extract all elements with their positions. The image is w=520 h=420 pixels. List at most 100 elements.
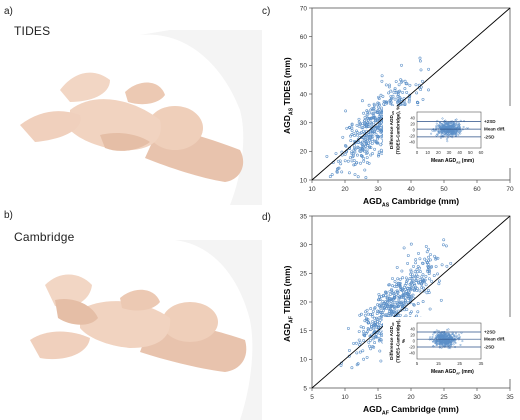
data-point (325, 154, 329, 158)
inset-data-point (436, 340, 439, 342)
data-point (373, 110, 377, 114)
data-point (391, 277, 394, 280)
data-point (335, 170, 339, 174)
inset-data-point (435, 126, 438, 129)
data-point (357, 330, 361, 333)
data-point (416, 302, 420, 306)
data-point (387, 91, 391, 95)
data-point (376, 154, 380, 158)
inset-data-point (439, 121, 442, 124)
baby-arm (120, 289, 160, 311)
inset-data-point (459, 132, 462, 135)
y-tick-label: 20 (300, 149, 308, 156)
data-point (380, 106, 383, 110)
data-point (378, 331, 381, 335)
data-point (378, 103, 382, 107)
data-point (418, 59, 422, 63)
data-point (385, 296, 389, 300)
data-point (380, 151, 384, 155)
data-point (415, 268, 419, 272)
baby-torso (80, 301, 171, 348)
inset-data-point (440, 130, 443, 133)
inset-x-tick-label: 15 (436, 361, 441, 366)
data-point (403, 283, 407, 287)
data-point (381, 94, 385, 98)
inset-data-point (454, 131, 457, 134)
data-point (390, 311, 394, 315)
data-point (377, 298, 381, 302)
data-point (449, 261, 453, 265)
data-point (401, 293, 405, 297)
data-point (364, 316, 368, 320)
data-point (413, 275, 417, 278)
data-point (346, 159, 350, 163)
data-point (375, 312, 379, 316)
data-point (442, 238, 446, 242)
data-point (395, 304, 399, 308)
data-point (366, 327, 370, 331)
data-point (352, 163, 356, 167)
data-point (383, 306, 387, 310)
inset-frame (416, 322, 482, 360)
data-point (427, 255, 431, 259)
inset-data-point (442, 333, 445, 336)
adult-arm (140, 323, 247, 372)
baby-head (162, 302, 218, 342)
data-point (370, 312, 374, 316)
data-point (381, 309, 385, 313)
data-point (409, 242, 413, 246)
data-point (445, 264, 449, 268)
data-point (374, 118, 378, 122)
inset-data-point (455, 133, 458, 136)
x-tick-label: 20 (341, 186, 349, 193)
inset-data-point (433, 130, 436, 133)
data-point (427, 67, 431, 71)
method-label-cambridge: Cambridge (14, 230, 75, 244)
inset-data-point (462, 126, 465, 128)
inset-data-point (447, 123, 450, 125)
data-point (422, 278, 426, 282)
data-point (427, 291, 431, 295)
data-point (384, 302, 388, 306)
inset-y-tick-label: -20 (409, 345, 416, 350)
inset-data-point (459, 343, 462, 346)
inset-data-point (436, 336, 439, 339)
data-point (340, 170, 344, 174)
data-point (365, 319, 369, 323)
data-point (379, 311, 383, 315)
data-point (367, 103, 371, 107)
inset-data-point (443, 133, 445, 135)
data-point (434, 256, 438, 260)
data-point (384, 290, 388, 294)
data-point (379, 315, 383, 319)
y-tick-label: 20 (300, 299, 308, 306)
data-point (419, 88, 423, 91)
data-point (384, 83, 388, 87)
data-point (392, 295, 396, 299)
data-point (376, 128, 380, 132)
data-point (397, 83, 401, 87)
inset-data-point (458, 123, 461, 126)
data-point (417, 251, 420, 255)
data-point (436, 256, 440, 260)
inset-data-point (449, 130, 452, 133)
inset-data-point (456, 124, 459, 127)
data-point (427, 270, 431, 274)
data-point (403, 298, 407, 302)
data-point (371, 112, 375, 116)
data-point (415, 91, 419, 95)
data-point (396, 93, 400, 97)
data-point (371, 135, 375, 138)
x-tick-label: 20 (407, 394, 415, 401)
data-point (408, 83, 412, 87)
data-point (425, 261, 429, 265)
data-point (358, 313, 362, 317)
data-point (398, 295, 402, 299)
data-point (378, 349, 382, 353)
data-point (391, 284, 394, 288)
data-point (415, 314, 419, 318)
data-point (375, 322, 379, 326)
inset-data-point (454, 341, 456, 343)
data-point (373, 320, 377, 324)
identity-line (311, 215, 511, 389)
